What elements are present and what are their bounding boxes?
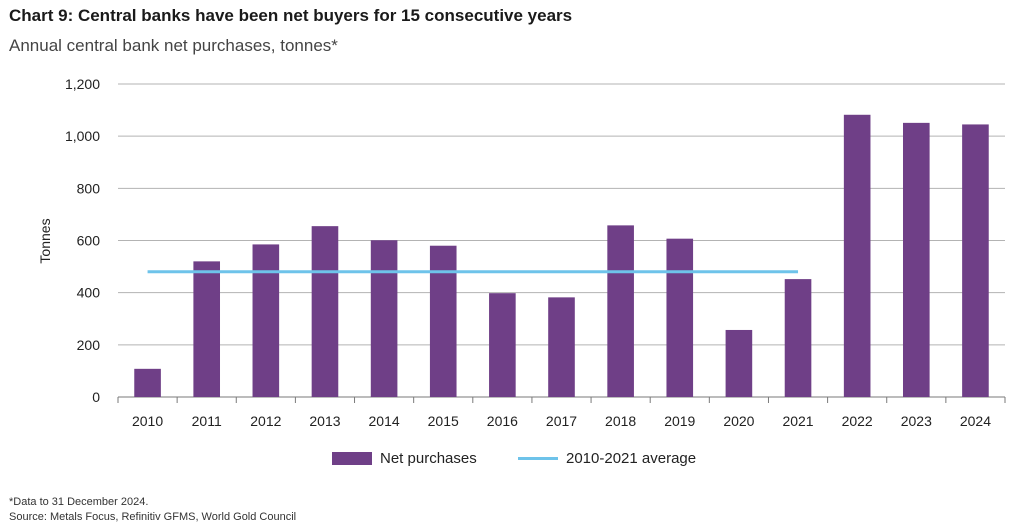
x-tick-label: 2016 xyxy=(487,413,518,429)
chart-subtitle: Annual central bank net purchases, tonne… xyxy=(9,36,338,55)
x-tick-label: 2011 xyxy=(192,413,222,429)
bars xyxy=(134,114,989,398)
bar-2010 xyxy=(134,368,161,397)
bar-2023 xyxy=(902,122,930,397)
bar-2015 xyxy=(429,245,457,397)
x-tick-label: 2013 xyxy=(309,413,340,429)
bar-2017 xyxy=(548,297,575,397)
y-tick-label: 1,000 xyxy=(65,128,100,144)
y-axis-label: Tonnes xyxy=(37,218,53,263)
bar-2021 xyxy=(784,279,812,397)
y-tick-label: 200 xyxy=(77,337,101,353)
bar-2013 xyxy=(311,226,339,397)
bar-2016 xyxy=(489,293,516,397)
bar-2022 xyxy=(843,114,871,398)
x-tick-label: 2012 xyxy=(250,413,281,429)
bar-2024 xyxy=(962,124,989,397)
bar-2012 xyxy=(252,244,280,397)
x-tick-label: 2018 xyxy=(605,413,636,429)
legend-item-average: 2010-2021 average xyxy=(518,450,696,467)
x-tick-label: 2015 xyxy=(428,413,459,429)
y-tick-labels: 0 200 400 600 800 1,000 1,200 xyxy=(65,76,100,405)
x-tick-label: 2019 xyxy=(664,413,695,429)
x-tick-label: 2014 xyxy=(369,413,400,429)
x-tick-label: 2021 xyxy=(782,413,813,429)
bar-2020 xyxy=(725,329,753,397)
legend: Net purchases 2010-2021 average xyxy=(0,450,1024,470)
x-tick-label: 2020 xyxy=(723,413,754,429)
y-tick-label: 800 xyxy=(77,180,101,196)
x-tick-labels: 2010 2011 2012 2013 2014 2015 2016 2017 2018 2019… xyxy=(132,413,991,429)
y-tick-label: 400 xyxy=(77,285,101,301)
legend-label-net-purchases: Net purchases xyxy=(380,450,477,467)
x-tick-label: 2017 xyxy=(546,413,577,429)
x-tick-label: 2024 xyxy=(960,413,991,429)
legend-label-average: 2010-2021 average xyxy=(566,450,697,467)
chart-title: Chart 9: Central banks have been net buy… xyxy=(9,6,573,25)
bar-2018 xyxy=(607,225,634,397)
footnote: *Data to 31 December 2024. xyxy=(9,496,149,508)
y-tick-label: 0 xyxy=(92,389,100,405)
x-tick-label: 2022 xyxy=(842,413,873,429)
y-tick-label: 1,200 xyxy=(65,76,100,92)
legend-swatch-net-purchases xyxy=(332,452,372,465)
legend-swatch-average xyxy=(518,457,558,460)
source-note: Source: Metals Focus, Refinitiv GFMS, Wo… xyxy=(9,511,297,523)
bar-2014 xyxy=(370,240,398,397)
bar-2019 xyxy=(666,238,694,397)
x-tick-label: 2010 xyxy=(132,413,163,429)
x-tick-label: 2023 xyxy=(901,413,932,429)
legend-item-net-purchases: Net purchases xyxy=(332,450,477,467)
y-tick-label: 600 xyxy=(77,233,101,249)
bar-chart: 0 200 400 600 800 1,000 1,200 2010 2011 2012 2013… xyxy=(37,76,1006,429)
bar-2011 xyxy=(193,261,221,397)
